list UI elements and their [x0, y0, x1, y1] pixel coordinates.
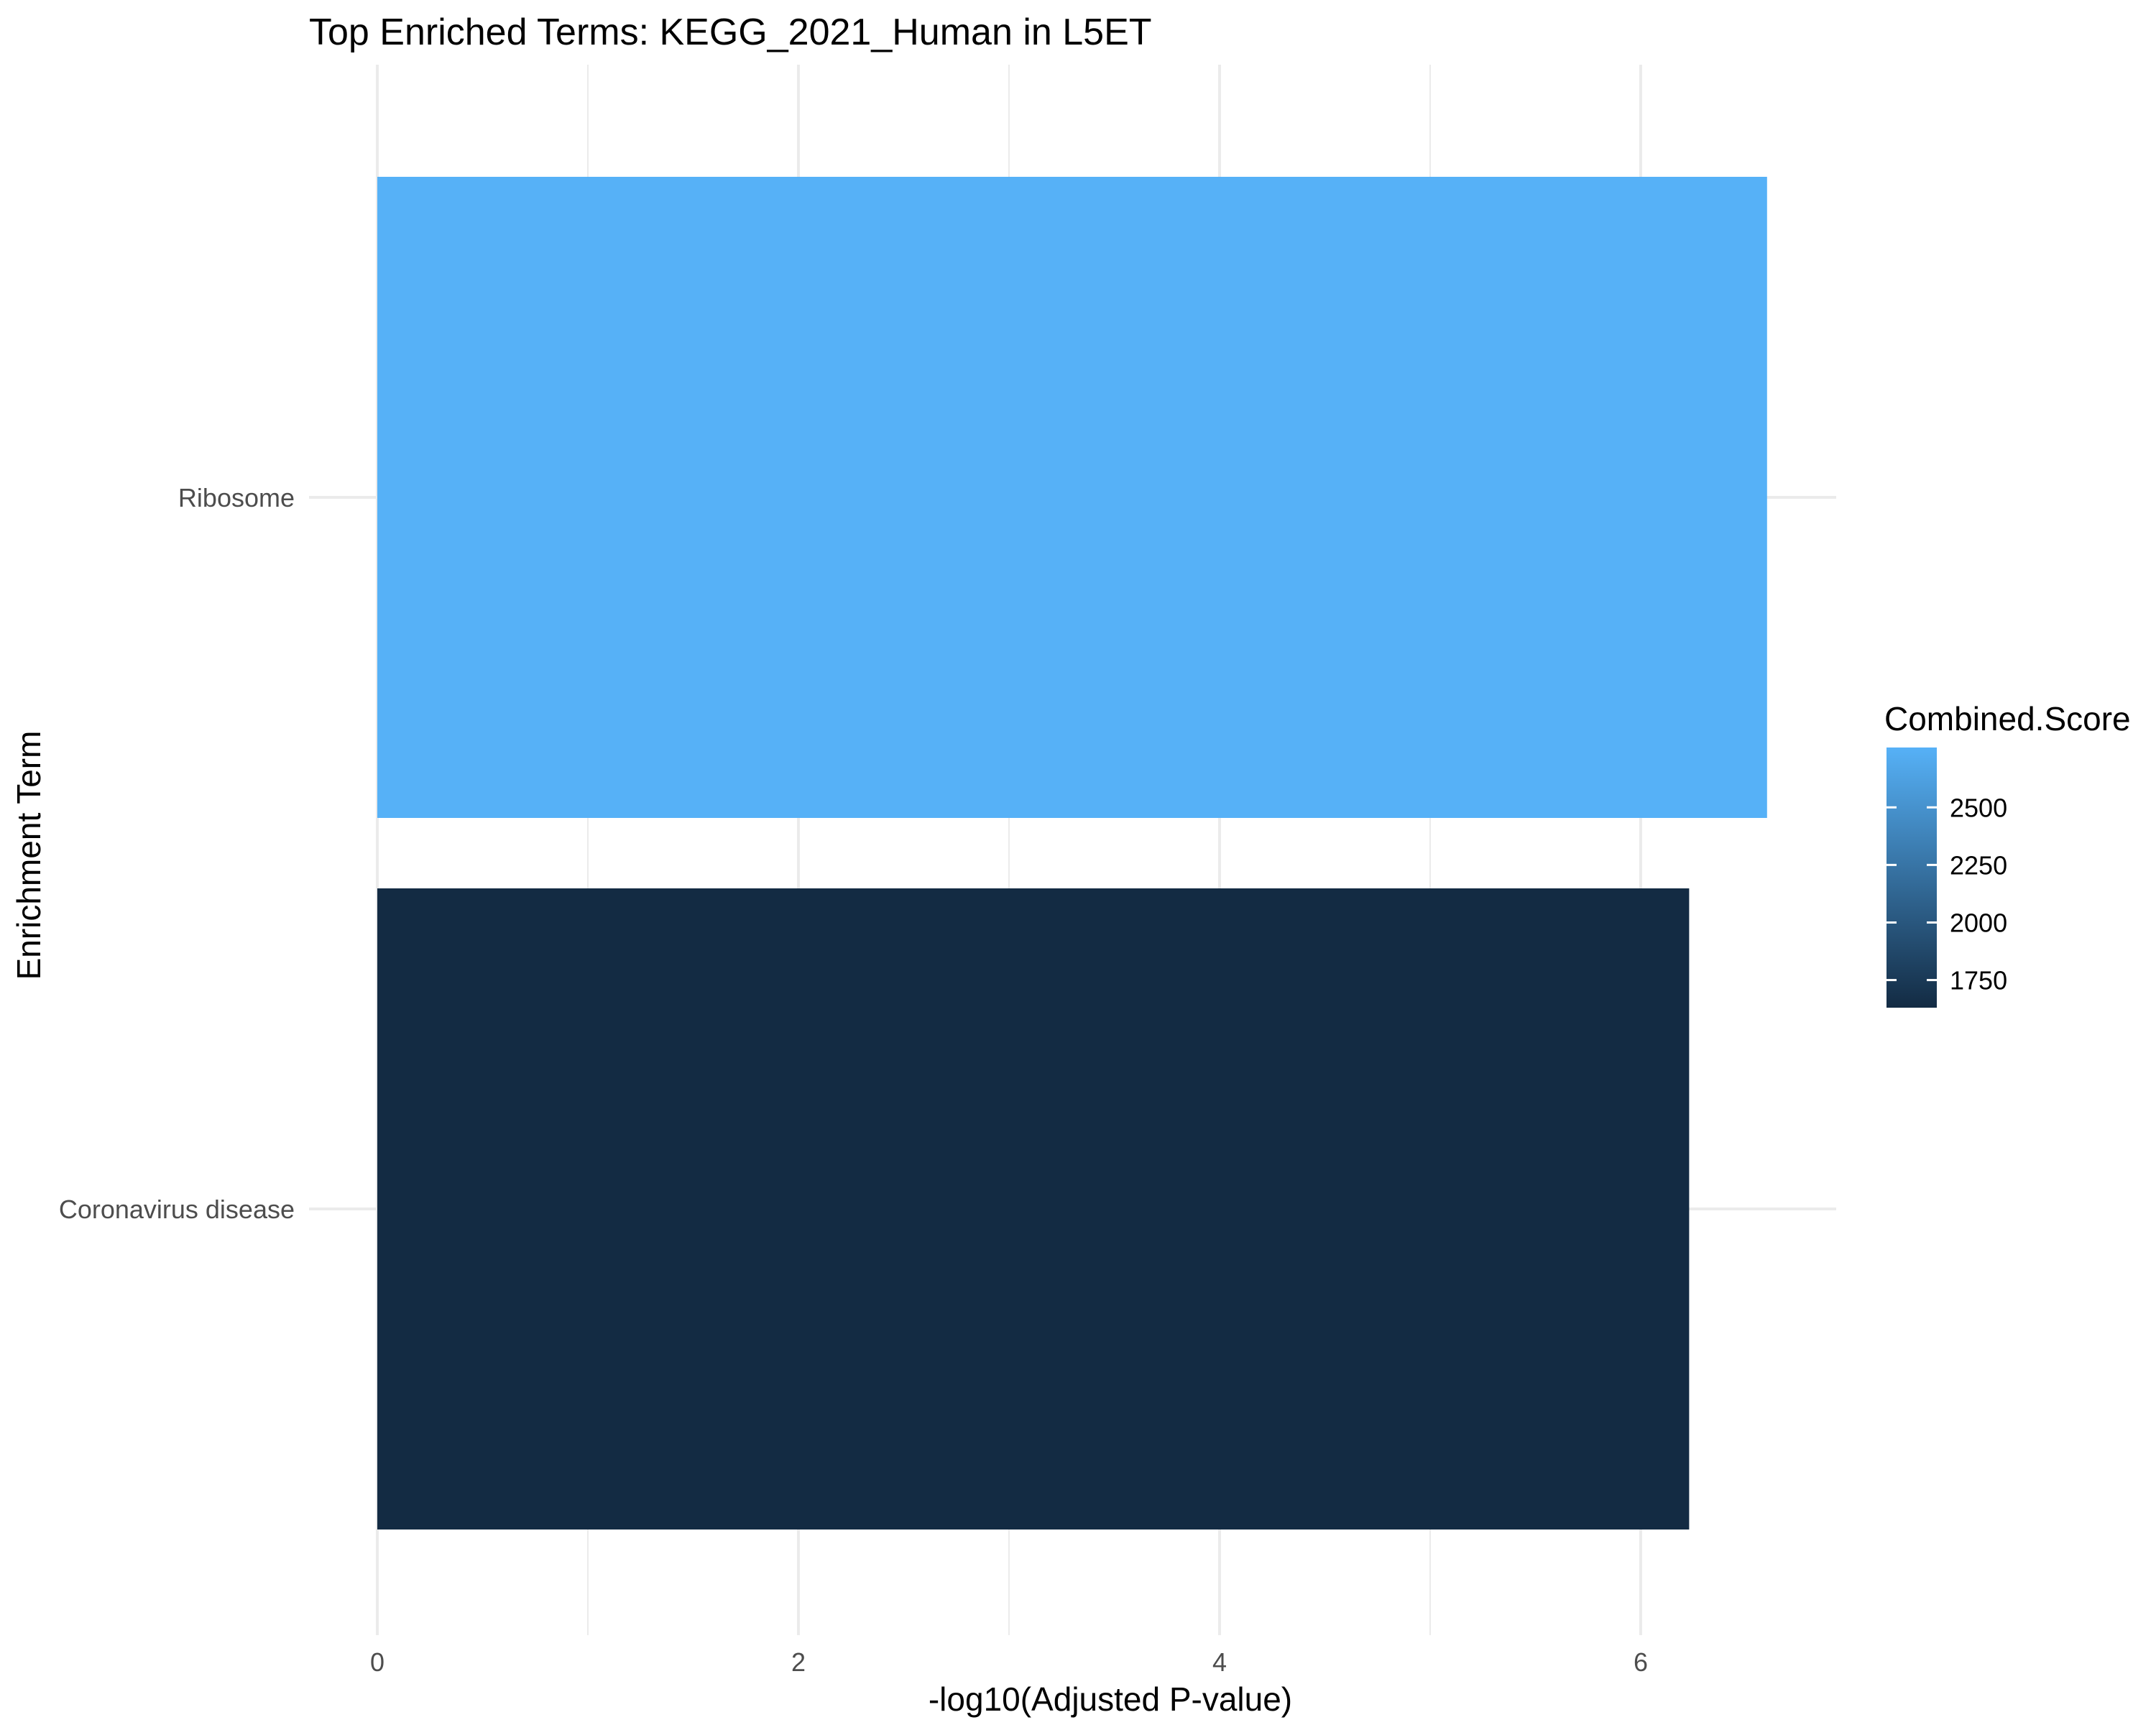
- y-axis-title: Enrichment Term: [10, 731, 47, 980]
- x-tick-label: 2: [791, 1647, 806, 1677]
- colorbar-tick-label: 2000: [1950, 908, 2007, 937]
- x-axis-ticks: 0 2 4 6: [370, 1647, 1648, 1677]
- x-tick-label: 6: [1634, 1647, 1648, 1677]
- colorbar-ticks: 2500 2250 2000 1750: [1886, 793, 2007, 995]
- colorbar: [1886, 748, 1937, 1008]
- colorbar-tick-label: 2500: [1950, 793, 2007, 822]
- x-axis-title: -log10(Adjusted P-value): [929, 1680, 1292, 1718]
- bar-coronavirus-disease: [377, 888, 1690, 1530]
- y-tick-label: Coronavirus disease: [59, 1195, 295, 1224]
- legend-title: Combined.Score: [1884, 700, 2131, 737]
- bar-ribosome: [377, 177, 1767, 818]
- x-tick-label: 0: [370, 1647, 384, 1677]
- bars: [377, 177, 1767, 1530]
- chart-title: Top Enriched Terms: KEGG_2021_Human in L…: [309, 12, 1152, 53]
- x-tick-label: 4: [1212, 1647, 1227, 1677]
- colorbar-tick-label: 2250: [1950, 850, 2007, 880]
- y-tick-label: Ribosome: [178, 483, 295, 512]
- legend: Combined.Score 2500 2250 2000 1750: [1884, 700, 2131, 1008]
- colorbar-tick-label: 1750: [1950, 966, 2007, 995]
- y-axis-ticks: Ribosome Coronavirus disease: [59, 483, 295, 1224]
